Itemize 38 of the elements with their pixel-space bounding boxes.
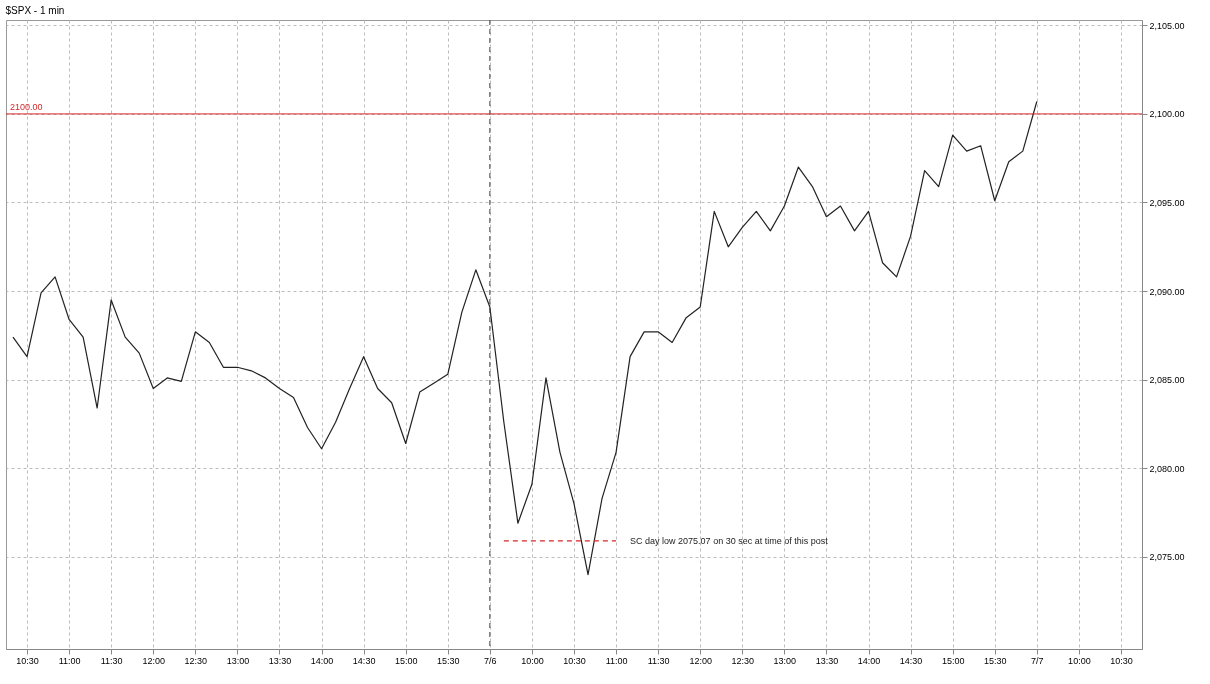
y-tick-label: 2,085.00	[1149, 375, 1185, 386]
x-tick-label: 15:00	[941, 655, 965, 666]
y-tick-label: 2,105.00	[1149, 20, 1185, 31]
y-tick-label: 2,100.00	[1149, 109, 1185, 120]
x-tick-label: 13:00	[773, 655, 797, 666]
y-tick-label: 2,095.00	[1149, 198, 1185, 208]
x-tick-label: 13:30	[268, 655, 292, 666]
x-tick-label: 10:00	[521, 655, 544, 666]
x-tick-label: 11:30	[100, 655, 123, 666]
x-tick-label: 10:30	[16, 655, 39, 666]
x-tick-label: 11:00	[605, 655, 628, 666]
x-tick-label: 14:00	[857, 655, 881, 666]
x-tick-label: 10:00	[1068, 655, 1091, 666]
x-tick-label: 15:00	[394, 655, 418, 666]
x-tick-label: 14:30	[899, 655, 923, 666]
x-tick-label: 14:00	[310, 655, 334, 666]
y-tick-label: 2,090.00	[1149, 286, 1185, 297]
x-tick-label: 12:00	[142, 655, 166, 666]
x-tick-label: 10:30	[563, 655, 586, 666]
x-tick-label: 15:30	[983, 655, 1007, 666]
x-tick-label: 10:30	[1110, 655, 1133, 666]
y-tick-label: 2,075.00	[1149, 552, 1185, 563]
x-tick-label: 13:00	[226, 655, 250, 666]
x-tick-label: 13:30	[815, 655, 839, 666]
x-tick-label: 12:00	[689, 655, 712, 666]
x-tick-label: 12:30	[731, 655, 755, 666]
x-tick-label: 12:30	[184, 655, 208, 666]
x-tick-label: 7/7	[1031, 655, 1044, 666]
y-tick-label: 2,080.00	[1149, 463, 1185, 474]
x-tick-label: 11:00	[58, 655, 81, 666]
ref-line-label: 2100.00	[10, 101, 43, 112]
chart-title: $SPX - 1 min	[5, 4, 65, 16]
x-tick-label: 14:30	[352, 655, 376, 666]
annotation: SC day low 2075.07 on 30 sec at time of this post	[630, 535, 829, 546]
x-tick-label: 7/6	[484, 655, 497, 666]
x-tick-label: 11:30	[647, 655, 670, 666]
line-series	[12, 100, 1038, 576]
x-tick-label: 15:30	[437, 655, 460, 666]
